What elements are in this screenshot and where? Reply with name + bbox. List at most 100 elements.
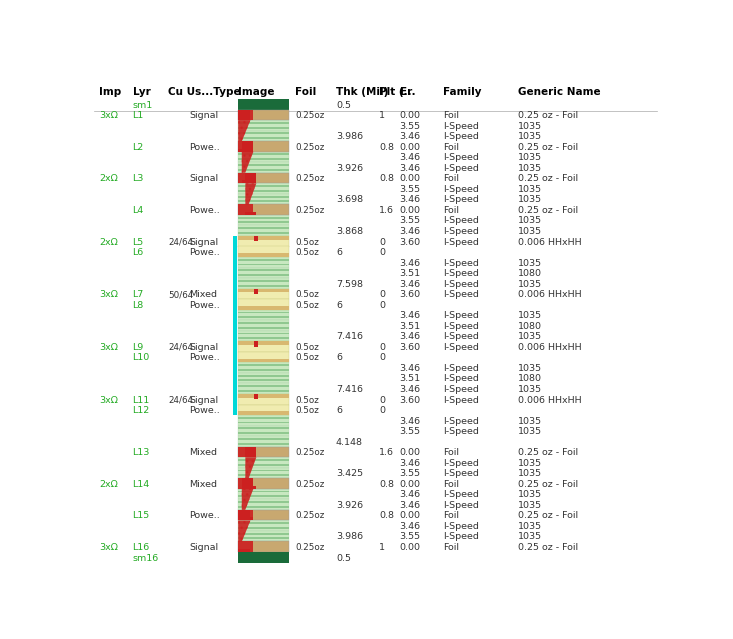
Text: 1035: 1035 xyxy=(517,501,542,510)
Text: I-Speed: I-Speed xyxy=(443,374,479,383)
Text: L14: L14 xyxy=(133,480,150,489)
Text: 0.5oz: 0.5oz xyxy=(295,301,319,310)
Text: 0.25 oz - Foil: 0.25 oz - Foil xyxy=(517,206,578,215)
Bar xyxy=(238,358,290,362)
Text: 0: 0 xyxy=(379,353,385,362)
Text: L12: L12 xyxy=(133,406,150,415)
Bar xyxy=(238,443,290,445)
Text: 2xΩ: 2xΩ xyxy=(99,238,118,247)
Text: Thk (Mil): Thk (Mil) xyxy=(336,87,388,96)
Text: L9: L9 xyxy=(133,343,144,352)
Bar xyxy=(238,373,290,383)
Text: Powe..: Powe.. xyxy=(189,353,220,362)
Text: 3.55: 3.55 xyxy=(399,469,421,478)
Bar xyxy=(238,352,290,362)
Text: 0.25 oz - Foil: 0.25 oz - Foil xyxy=(517,480,578,489)
Bar xyxy=(238,153,290,155)
Text: 3.46: 3.46 xyxy=(399,164,421,173)
Text: sm1: sm1 xyxy=(133,100,152,109)
Bar xyxy=(238,533,290,535)
Text: 6: 6 xyxy=(336,353,342,362)
Text: 0.00: 0.00 xyxy=(399,206,421,215)
Bar xyxy=(246,447,257,457)
Bar xyxy=(238,362,290,373)
Text: 1: 1 xyxy=(379,111,385,120)
Text: I-Speed: I-Speed xyxy=(443,501,479,510)
Text: 0.00: 0.00 xyxy=(399,448,421,458)
Text: 1035: 1035 xyxy=(517,196,542,204)
Bar xyxy=(238,158,290,160)
Text: I-Speed: I-Speed xyxy=(443,490,479,499)
Bar xyxy=(238,132,290,134)
Bar xyxy=(238,322,290,324)
Bar xyxy=(238,109,252,120)
Text: 1035: 1035 xyxy=(517,417,542,426)
Bar xyxy=(238,541,252,552)
Bar xyxy=(238,284,290,286)
Text: Lyr: Lyr xyxy=(133,87,150,96)
Text: I-Speed: I-Speed xyxy=(443,290,479,299)
Text: 0.8: 0.8 xyxy=(379,511,394,520)
Text: 0.5: 0.5 xyxy=(336,100,351,109)
Bar xyxy=(238,268,290,278)
Bar xyxy=(238,270,290,272)
Text: 1080: 1080 xyxy=(517,322,542,331)
Bar xyxy=(238,531,290,541)
Text: 0.8: 0.8 xyxy=(379,174,394,183)
Text: 3.425: 3.425 xyxy=(336,469,363,478)
Bar xyxy=(238,383,290,394)
Text: 4.148: 4.148 xyxy=(336,438,363,447)
Bar xyxy=(238,141,290,151)
Bar xyxy=(238,169,290,171)
Bar xyxy=(238,394,290,397)
Bar xyxy=(238,289,290,292)
Text: 3.46: 3.46 xyxy=(399,364,421,373)
Text: Family: Family xyxy=(443,87,481,96)
Bar xyxy=(238,306,290,310)
Text: 3.926: 3.926 xyxy=(336,501,363,510)
Text: 3xΩ: 3xΩ xyxy=(99,543,118,552)
Text: 0: 0 xyxy=(379,248,385,257)
Bar xyxy=(238,226,290,236)
Text: I-Speed: I-Speed xyxy=(443,259,479,268)
Bar xyxy=(238,236,290,247)
Text: Signal: Signal xyxy=(189,238,218,247)
Text: L13: L13 xyxy=(133,448,150,458)
Text: I-Speed: I-Speed xyxy=(443,532,479,541)
Bar xyxy=(238,278,290,289)
Text: 3.868: 3.868 xyxy=(336,227,363,236)
Text: 0.00: 0.00 xyxy=(399,543,421,552)
Text: 24/64: 24/64 xyxy=(169,238,194,247)
Bar xyxy=(254,394,259,399)
Text: 3.55: 3.55 xyxy=(399,217,421,226)
Text: Foil: Foil xyxy=(443,142,459,151)
Text: L8: L8 xyxy=(133,301,144,310)
Bar xyxy=(238,341,290,345)
Text: 3.46: 3.46 xyxy=(399,227,421,236)
Text: Mixed: Mixed xyxy=(189,480,217,489)
Bar xyxy=(238,127,290,128)
Bar xyxy=(238,415,290,426)
Bar xyxy=(238,412,290,415)
Bar xyxy=(238,447,252,457)
Text: 0.25oz: 0.25oz xyxy=(295,111,325,120)
Text: 1035: 1035 xyxy=(517,522,542,531)
Text: Signal: Signal xyxy=(189,111,218,120)
Text: 0.25oz: 0.25oz xyxy=(295,142,325,151)
Text: 3.51: 3.51 xyxy=(399,374,421,383)
Text: Signal: Signal xyxy=(189,396,218,404)
Bar xyxy=(238,185,290,187)
Text: 3.926: 3.926 xyxy=(336,164,363,173)
Bar xyxy=(238,436,290,447)
Text: 1035: 1035 xyxy=(517,385,542,394)
Text: L2: L2 xyxy=(133,142,144,151)
Bar xyxy=(233,236,237,415)
Text: I-Speed: I-Speed xyxy=(443,121,479,130)
Text: L11: L11 xyxy=(133,396,150,404)
Text: 3.46: 3.46 xyxy=(399,522,421,531)
Text: 3.46: 3.46 xyxy=(399,311,421,320)
Text: I-Speed: I-Speed xyxy=(443,364,479,373)
Text: I-Speed: I-Speed xyxy=(443,427,479,436)
Text: 1035: 1035 xyxy=(517,164,542,173)
Text: 3xΩ: 3xΩ xyxy=(99,343,118,352)
